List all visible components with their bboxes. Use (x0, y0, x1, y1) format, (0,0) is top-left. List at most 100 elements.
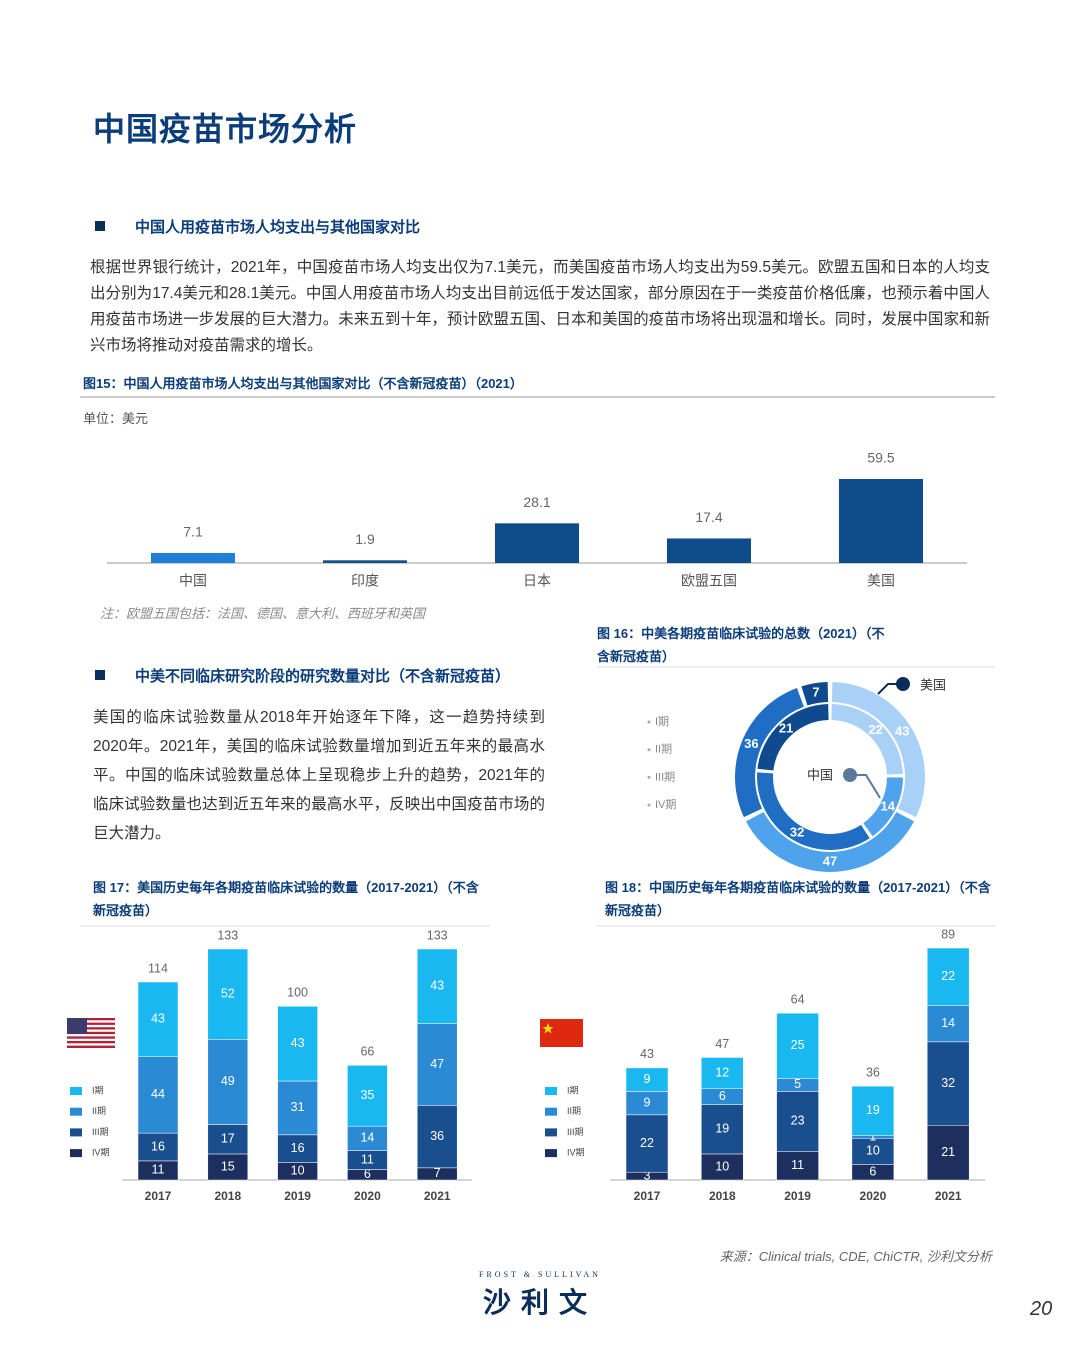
segment-label: 16 (151, 1139, 165, 1153)
x-tick-label: 2018 (214, 1189, 241, 1203)
segment-label: 21 (779, 720, 793, 735)
segment-label: 9 (644, 1095, 651, 1109)
bar-segment (701, 1104, 744, 1155)
donut-segment (757, 704, 829, 771)
bar-segment (137, 981, 179, 1057)
segment-label: 6 (719, 1089, 726, 1103)
source: 来源：Clinical trials, CDE, ChiCTR, 沙利文分析 (719, 1249, 992, 1264)
segment-label: 35 (360, 1088, 374, 1102)
segment-label: 47 (430, 1057, 444, 1071)
segment-label: 16 (291, 1141, 305, 1155)
segment-label: 32 (790, 825, 804, 840)
bar-segment (926, 1005, 970, 1043)
legend-label: IV期 (567, 1147, 585, 1157)
legend-label: III期 (567, 1127, 584, 1137)
x-tick-label: 2019 (284, 1189, 311, 1203)
total-label: 133 (427, 928, 448, 942)
bar-segment (347, 1125, 388, 1151)
segment-label: 10 (866, 1144, 880, 1158)
segment-label: 23 (791, 1114, 805, 1128)
donut-segment (735, 687, 804, 818)
value-label: 17.4 (695, 509, 722, 525)
legend-label: III期 (655, 770, 675, 783)
segment-label: 32 (941, 1076, 955, 1090)
bullet (95, 221, 105, 231)
total-label: 89 (941, 927, 955, 941)
segment-label: 10 (291, 1164, 305, 1178)
legend-label: IV期 (655, 798, 676, 811)
legend-swatch (545, 1107, 557, 1116)
donut-segment (801, 682, 829, 706)
unit-label: 单位：美元 (83, 411, 149, 426)
segment-label: 14 (941, 1016, 955, 1030)
total-label: 43 (640, 1047, 654, 1061)
value-label: 28.1 (523, 494, 550, 510)
bar-segment (137, 1132, 179, 1162)
section-heading: 中国人用疫苗市场人均支出与其他国家对比 (135, 219, 421, 236)
segment-label: 17 (221, 1131, 235, 1145)
segment-label: 49 (221, 1074, 235, 1088)
legend-label: III期 (92, 1127, 109, 1137)
legend-swatch (70, 1107, 82, 1116)
value-label: 1.9 (355, 531, 375, 547)
x-tick-label: 2019 (784, 1189, 811, 1203)
legend-swatch (545, 1087, 557, 1095)
bar-segment (926, 947, 970, 1006)
segment-label: 43 (430, 979, 444, 993)
legend-label: I期 (567, 1085, 579, 1095)
segment-label: 31 (291, 1100, 305, 1114)
bar-segment (851, 1138, 895, 1165)
chart-title: 图 16：中美各期疫苗临床试验的总数（2021）（不含新冠疫苗） (597, 626, 885, 664)
bar-segment (347, 1065, 388, 1127)
callout (843, 677, 910, 799)
paragraph: 美国的临床试验数量从2018年开始逐年下降，这一趋势持续到2020年。2021年… (93, 709, 545, 842)
page-number: 20 (1030, 1298, 1053, 1320)
legend-dot (647, 748, 651, 752)
total-label: 64 (791, 992, 805, 1006)
bar-segment (207, 948, 249, 1040)
segment-label: 36 (430, 1129, 444, 1143)
segment-label: 6 (364, 1167, 371, 1181)
segment-label: 52 (221, 986, 235, 1000)
bar-segment (701, 1057, 744, 1090)
x-tick-label: 2020 (860, 1189, 887, 1203)
bar (323, 560, 407, 563)
bullet (95, 670, 105, 680)
total-label: 36 (866, 1065, 880, 1079)
x-tick-label: 2020 (354, 1189, 381, 1203)
total-label: 47 (715, 1037, 729, 1051)
x-tick-label: 中国 (179, 573, 207, 589)
segment-label: 11 (152, 1163, 165, 1177)
bar-segment (207, 1124, 249, 1155)
segment-label: 21 (941, 1145, 955, 1159)
segment-label: 14 (360, 1131, 374, 1145)
segment-label: 19 (866, 1103, 880, 1117)
bar-segment (207, 1039, 249, 1125)
legend-swatch (70, 1149, 82, 1158)
chart-title: 图 17：美国历史每年各期疫苗临床试验的数量（2017-2021）（不含新冠疫苗… (93, 880, 479, 918)
donut-segment (831, 682, 925, 818)
segment-label: 43 (895, 724, 909, 739)
segment-label: 6 (869, 1164, 876, 1178)
bar-segment (926, 1125, 970, 1181)
segment-label: 43 (291, 1036, 305, 1050)
segment-label: 22 (941, 969, 955, 983)
bar (839, 479, 923, 563)
donut-segment (831, 704, 903, 775)
series-label: 美国 (920, 677, 946, 692)
bar-segment (926, 1041, 970, 1126)
total-label: 114 (148, 961, 168, 975)
bar-segment (207, 1153, 249, 1181)
x-tick-label: 2021 (424, 1189, 451, 1203)
bar-segment (277, 1080, 318, 1136)
x-tick-label: 印度 (351, 573, 379, 589)
bar-segment (701, 1153, 744, 1181)
legend-dot (647, 720, 651, 724)
segment-label: 22 (868, 722, 882, 737)
segment-label: 7 (434, 1166, 441, 1180)
bar-segment (137, 1056, 179, 1134)
bar-segment (625, 1067, 669, 1092)
logo-brand: FROST & SULLIVAN (479, 1270, 601, 1279)
